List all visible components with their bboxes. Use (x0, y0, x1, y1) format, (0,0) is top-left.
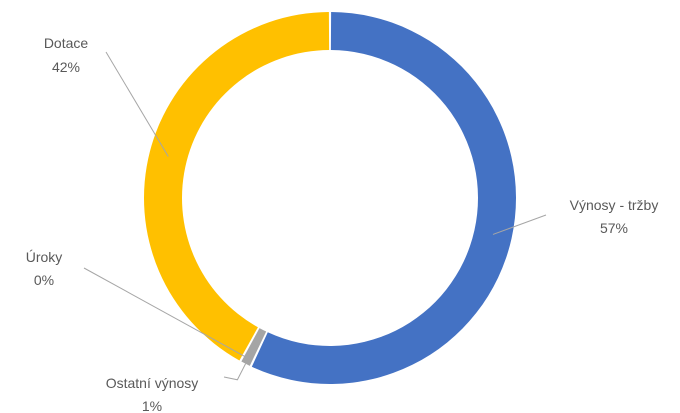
slice-value-vynosy-trzby: 57% (600, 220, 628, 236)
slice-label-uroky: Úroky (26, 249, 63, 265)
leader-line-uroky (83, 267, 248, 359)
slice-label-ostatni-vynosy: Ostatní výnosy (106, 375, 199, 391)
leader-line-ostatni-vynosy (223, 363, 247, 381)
slice-vynosy-trzby (251, 12, 516, 384)
leader-line-dotace (105, 51, 169, 157)
slice-value-dotace: 42% (52, 59, 80, 75)
leader-line-vynosy-trzby (492, 214, 547, 235)
slice-ostatni-vynosy (241, 328, 267, 366)
slice-label-dotace: Dotace (44, 35, 89, 51)
slice-value-ostatni-vynosy: 1% (142, 398, 162, 413)
slice-dotace (143, 12, 330, 361)
slice-label-vynosy-trzby: Výnosy - tržby (570, 197, 659, 213)
chart-slices (143, 12, 516, 384)
slice-value-uroky: 0% (34, 272, 54, 288)
chart-leader-lines (83, 51, 547, 381)
